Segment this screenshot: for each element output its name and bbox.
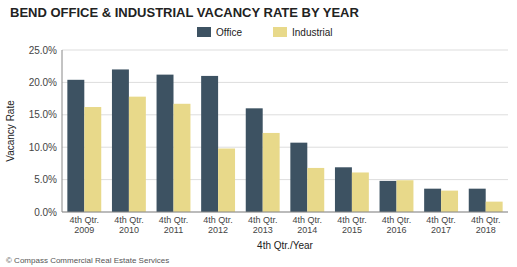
x-tick-line: 4th Qtr.: [471, 215, 501, 225]
bar: [67, 80, 84, 212]
y-axis-label: Vacancy Rate: [5, 100, 16, 162]
legend-swatch: [273, 27, 287, 37]
bars: [67, 69, 502, 212]
x-tick-line: 2010: [119, 225, 139, 235]
x-tick-line: 4th Qtr.: [159, 215, 189, 225]
x-tick-label: 4th Qtr.2010: [114, 215, 144, 235]
chart: BEND OFFICE & INDUSTRIAL VACANCY RATE BY…: [0, 0, 517, 267]
bar: [263, 133, 280, 212]
x-tick-line: 2009: [74, 225, 94, 235]
bar: [397, 180, 414, 212]
x-tick-label: 4th Qtr.2018: [471, 215, 501, 235]
grid-line: [62, 212, 508, 213]
y-tick-label: 0.0%: [34, 207, 57, 218]
y-axis: [62, 50, 63, 212]
footer-note: © Compass Commercial Real Estate Service…: [6, 256, 169, 265]
bar: [352, 172, 369, 212]
x-tick-line: 2018: [476, 225, 496, 235]
y-tick-label: 15.0%: [29, 109, 57, 120]
legend-swatch: [197, 27, 211, 37]
y-tick-label: 20.0%: [29, 77, 57, 88]
bar: [246, 108, 263, 212]
x-tick-label: 4th Qtr.2015: [337, 215, 367, 235]
x-tick-line: 4th Qtr.: [337, 215, 367, 225]
y-tick-label: 10.0%: [29, 142, 57, 153]
bar: [469, 189, 486, 212]
x-tick-line: 2015: [342, 225, 362, 235]
x-axis-label: 4th Qtr./Year: [257, 240, 313, 251]
y-tick-label: 5.0%: [34, 174, 57, 185]
x-tick-label: 4th Qtr.2013: [248, 215, 278, 235]
x-tick-line: 4th Qtr.: [114, 215, 144, 225]
title: BEND OFFICE & INDUSTRIAL VACANCY RATE BY…: [10, 5, 359, 20]
bar: [157, 75, 174, 212]
x-tick-label: 4th Qtr.2017: [426, 215, 456, 235]
x-tick-line: 2011: [164, 225, 183, 235]
grid-line: [62, 50, 508, 51]
x-tick-label: 4th Qtr.2016: [382, 215, 412, 235]
bar: [112, 69, 129, 212]
x-tick-line: 4th Qtr.: [70, 215, 100, 225]
legend: Office Industrial: [197, 27, 333, 38]
x-tick-line: 4th Qtr.: [248, 215, 278, 225]
bar: [307, 168, 324, 212]
x-tick-line: 4th Qtr.: [382, 215, 412, 225]
x-tick-line: 4th Qtr.: [426, 215, 456, 225]
legend-entry: Office: [216, 27, 242, 38]
bar: [335, 167, 352, 212]
bar: [290, 143, 307, 212]
bar: [84, 107, 101, 212]
x-tick-label: 4th Qtr.2014: [293, 215, 323, 235]
x-tick-label: 4th Qtr.2009: [70, 215, 100, 235]
x-tick-label: 4th Qtr.2012: [203, 215, 233, 235]
bar: [441, 191, 458, 212]
x-tick-line: 4th Qtr.: [293, 215, 323, 225]
bar: [129, 97, 146, 212]
legend-entry: Industrial: [292, 27, 333, 38]
x-tick-line: 2016: [386, 225, 406, 235]
bar: [201, 76, 218, 212]
x-tick-line: 2012: [208, 225, 228, 235]
y-tick-label: 25.0%: [29, 45, 57, 56]
x-tick-line: 2013: [253, 225, 273, 235]
x-tick-line: 2017: [431, 225, 451, 235]
x-tick-line: 4th Qtr.: [203, 215, 233, 225]
bar: [218, 148, 235, 212]
bar: [424, 189, 441, 212]
x-axis: [62, 212, 508, 213]
bar: [174, 104, 191, 212]
x-tick-label: 4th Qtr.2011: [159, 215, 189, 235]
bar: [486, 202, 503, 212]
x-tick-line: 2014: [297, 225, 317, 235]
bar: [380, 181, 397, 212]
